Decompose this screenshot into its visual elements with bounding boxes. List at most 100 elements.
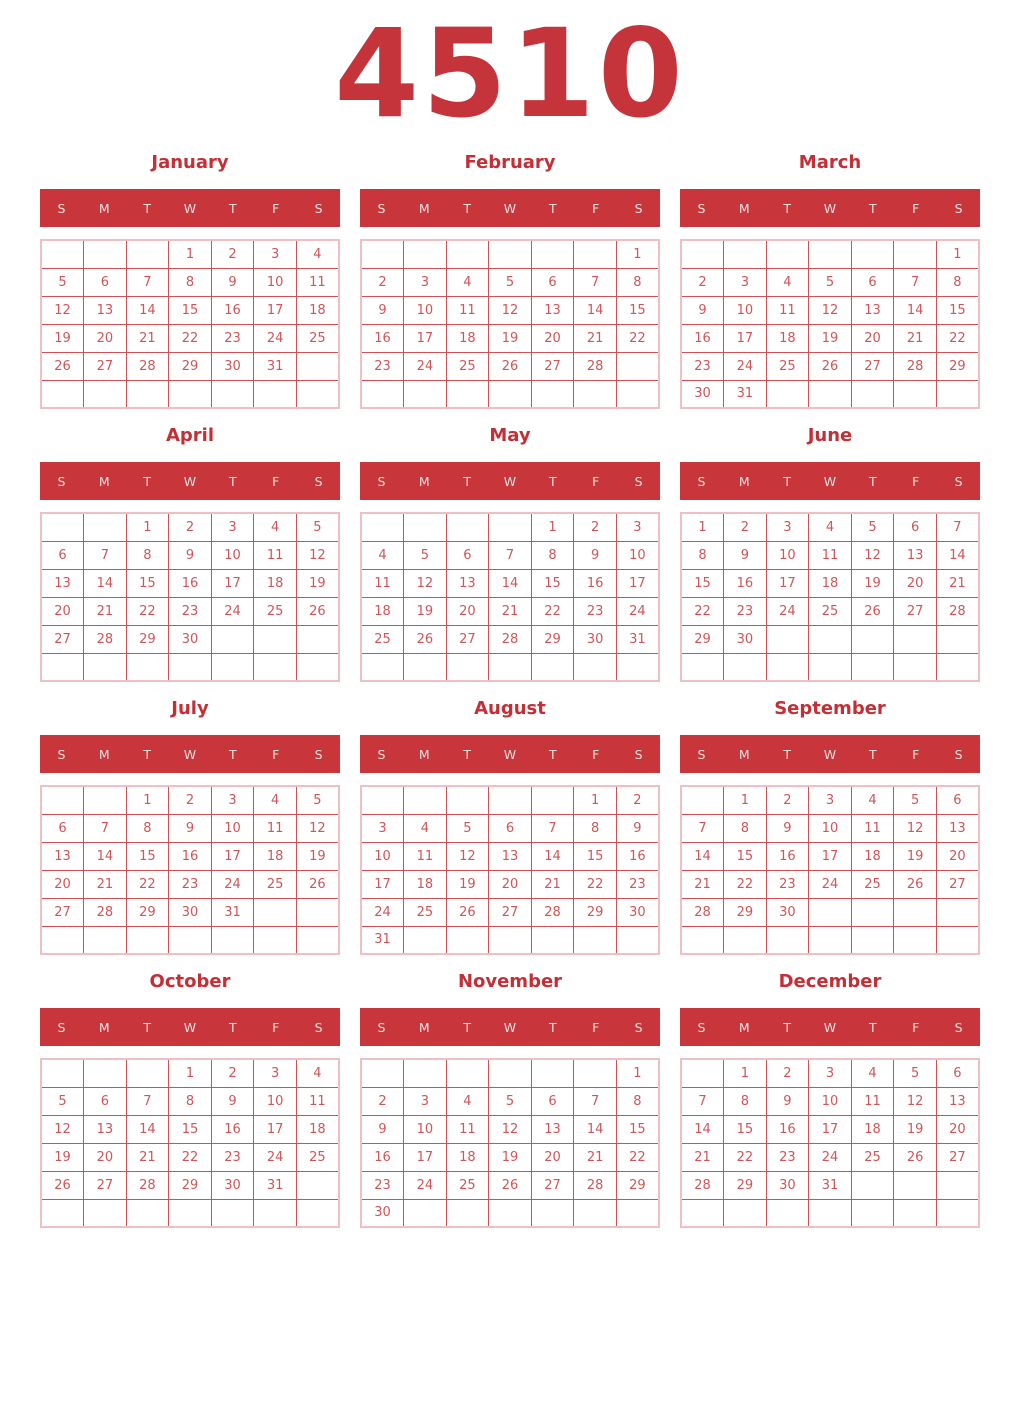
day-cell: 21 <box>83 596 127 626</box>
day-cell: 30 <box>573 624 617 654</box>
empty-day-cell <box>83 239 127 269</box>
day-cell: 4 <box>850 1058 895 1088</box>
day-cell: 10 <box>615 540 660 570</box>
day-cell: 17 <box>615 568 660 598</box>
day-cell: 3 <box>210 785 255 815</box>
empty-day-cell <box>360 652 405 682</box>
day-cell: 16 <box>360 323 405 353</box>
day-cell: 9 <box>573 540 617 570</box>
weekday-label: T <box>229 1019 237 1035</box>
day-cell: 10 <box>808 1086 852 1116</box>
day-cell: 6 <box>935 1058 980 1088</box>
week-row: 1 <box>680 239 980 269</box>
day-cell: 9 <box>615 813 660 843</box>
day-cell: 16 <box>168 568 212 598</box>
weekday-label: F <box>912 200 920 216</box>
day-cell: 23 <box>210 323 255 353</box>
day-cell: 22 <box>530 596 575 626</box>
day-cell: 22 <box>125 596 170 626</box>
week-row: 16 17 18 19 20 21 22 <box>360 1142 660 1172</box>
empty-day-cell <box>125 379 170 409</box>
weekday-label: M <box>98 473 110 489</box>
empty-day-cell <box>360 512 405 542</box>
weekday-label: S <box>377 1019 386 1035</box>
empty-day-cell <box>808 1198 852 1228</box>
empty-day-cell <box>850 652 895 682</box>
day-cell: 2 <box>680 267 725 297</box>
empty-day-cell <box>83 785 127 815</box>
weekday-label: T <box>549 200 557 216</box>
day-cell: 8 <box>530 540 575 570</box>
weekday-label: W <box>823 200 837 216</box>
day-cell: 28 <box>935 596 980 626</box>
day-cell: 25 <box>253 869 297 899</box>
day-cell: 3 <box>210 512 255 542</box>
empty-day-cell <box>680 925 725 955</box>
day-cell: 19 <box>893 1114 937 1144</box>
days-grid: 1 2 3 4 5 6 7 8 9 10 11 12 13 14 15 16 17 18 19 20 21 22 23 24 2… <box>40 785 340 955</box>
empty-day-cell <box>40 1058 85 1088</box>
day-cell: 9 <box>168 540 212 570</box>
empty-day-cell <box>445 785 490 815</box>
day-cell: 16 <box>615 841 660 871</box>
days-grid: 1 2 3 4 5 6 7 8 9 10 11 12 13 14 15 16 17 18 19 20 21 22 23 24 2… <box>40 512 340 682</box>
day-cell: 17 <box>360 869 405 899</box>
day-cell: 15 <box>615 295 660 325</box>
day-cell: 29 <box>935 351 980 381</box>
day-cell: 6 <box>83 1086 127 1116</box>
weekday-label: T <box>869 746 877 762</box>
empty-day-cell <box>530 785 575 815</box>
week-row <box>40 1198 340 1228</box>
empty-day-cell <box>680 785 725 815</box>
day-cell: 6 <box>445 540 490 570</box>
day-cell: 16 <box>765 841 810 871</box>
day-cell: 14 <box>488 568 532 598</box>
day-cell: 2 <box>168 785 212 815</box>
empty-day-cell <box>808 624 852 654</box>
day-cell: 26 <box>893 1142 937 1172</box>
week-row: 9 10 11 12 13 14 15 <box>360 1114 660 1144</box>
day-cell: 4 <box>253 512 297 542</box>
empty-day-cell <box>253 897 297 927</box>
empty-day-cell <box>935 897 980 927</box>
day-cell: 2 <box>765 785 810 815</box>
day-cell: 24 <box>615 596 660 626</box>
empty-day-cell <box>573 652 617 682</box>
day-cell: 3 <box>360 813 405 843</box>
day-cell: 15 <box>615 1114 660 1144</box>
weekday-label: T <box>869 1019 877 1035</box>
day-cell: 27 <box>530 351 575 381</box>
day-cell: 3 <box>808 1058 852 1088</box>
empty-day-cell <box>40 379 85 409</box>
day-cell: 19 <box>403 596 447 626</box>
weekday-label: S <box>954 473 963 489</box>
empty-day-cell <box>125 239 170 269</box>
empty-day-cell <box>403 652 447 682</box>
empty-day-cell <box>893 1170 937 1200</box>
day-cell: 4 <box>253 785 297 815</box>
weekday-label: W <box>503 473 517 489</box>
day-cell: 4 <box>765 267 810 297</box>
day-cell: 26 <box>488 1170 532 1200</box>
day-cell: 16 <box>210 295 255 325</box>
weekday-label: M <box>418 746 430 762</box>
day-cell: 8 <box>573 813 617 843</box>
empty-day-cell <box>83 512 127 542</box>
day-cell: 12 <box>808 295 852 325</box>
day-cell: 22 <box>723 1142 767 1172</box>
week-row: 27 28 29 30 <box>40 624 340 654</box>
day-cell: 13 <box>935 1086 980 1116</box>
day-cell: 28 <box>125 1170 170 1200</box>
empty-day-cell <box>573 239 617 269</box>
weekday-label: S <box>697 200 706 216</box>
day-cell: 27 <box>83 351 127 381</box>
month-title: November <box>457 971 563 992</box>
day-cell: 1 <box>573 785 617 815</box>
